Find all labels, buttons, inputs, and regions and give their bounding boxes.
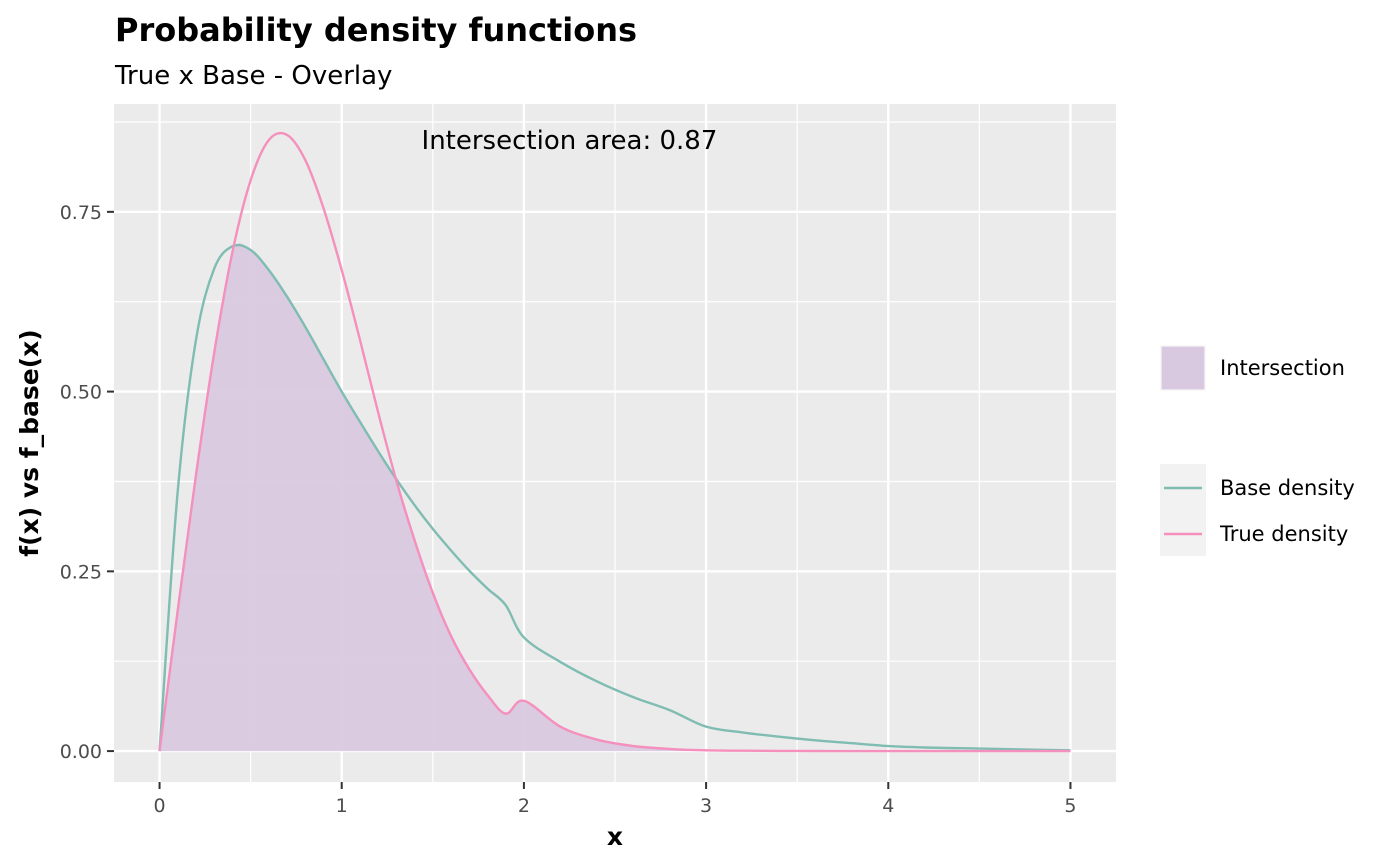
legend-label-base-density: Base density [1220,476,1355,500]
y-axis-title: f(x) vs f_base(x) [15,329,44,556]
y-tick-label: 0.25 [60,561,102,583]
legend: Intersection Base density True density [1160,345,1355,556]
x-tick-label: 5 [1064,795,1076,817]
x-tick-label: 0 [153,795,165,817]
intersection-area-annotation: Intersection area: 0.87 [422,126,718,156]
legend-label-intersection: Intersection [1220,356,1345,380]
x-tick-label: 1 [336,795,348,817]
x-tick-label: 3 [700,795,712,817]
y-tick-label: 0.50 [60,382,102,404]
x-axis: 0 1 2 3 4 5 [153,782,1077,817]
x-tick-label: 4 [882,795,894,817]
legend-label-true-density: True density [1219,522,1348,546]
x-tick-label: 2 [518,795,530,817]
chart-title: Probability density functions [115,11,637,49]
y-tick-label: 0.75 [60,202,102,224]
y-tick-label: 0.00 [60,741,102,763]
x-axis-title: x [607,822,623,851]
y-axis: 0.00 0.25 0.50 0.75 [60,202,114,763]
chart-subtitle: True x Base - Overlay [114,61,392,91]
base-density-line [158,243,1071,752]
true-density-line [158,131,1071,753]
legend-line-key-bg [1160,464,1206,556]
intersection-area [159,243,1071,752]
legend-intersection-swatch [1160,345,1206,391]
